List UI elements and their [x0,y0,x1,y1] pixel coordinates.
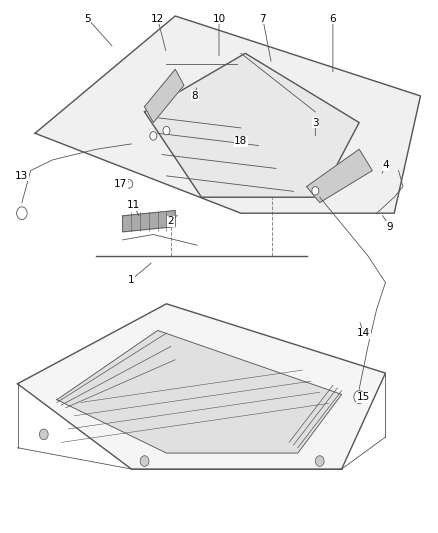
Text: 9: 9 [386,222,393,231]
Circle shape [163,126,170,135]
Text: 6: 6 [329,14,336,23]
Text: 4: 4 [382,160,389,170]
Text: 17: 17 [114,179,127,189]
Circle shape [126,180,133,188]
Polygon shape [307,149,372,203]
Circle shape [312,187,319,195]
Text: 2: 2 [167,216,174,226]
Text: 3: 3 [312,118,319,127]
Text: 13: 13 [15,171,28,181]
Polygon shape [35,16,420,213]
Polygon shape [57,330,342,453]
Circle shape [140,456,149,466]
Polygon shape [145,69,184,123]
Circle shape [315,456,324,466]
Circle shape [354,391,364,403]
Text: 14: 14 [357,328,370,338]
Text: 7: 7 [259,14,266,23]
Circle shape [150,132,157,140]
Text: 18: 18 [234,136,247,146]
Polygon shape [145,53,359,197]
Text: 11: 11 [127,200,140,210]
Text: 5: 5 [84,14,91,23]
Polygon shape [18,304,385,469]
Polygon shape [123,211,175,232]
Text: 8: 8 [191,91,198,101]
Text: 1: 1 [128,275,135,285]
Text: 15: 15 [357,392,370,402]
Circle shape [39,429,48,440]
Text: 12: 12 [151,14,164,23]
Circle shape [17,207,27,220]
Text: 10: 10 [212,14,226,23]
